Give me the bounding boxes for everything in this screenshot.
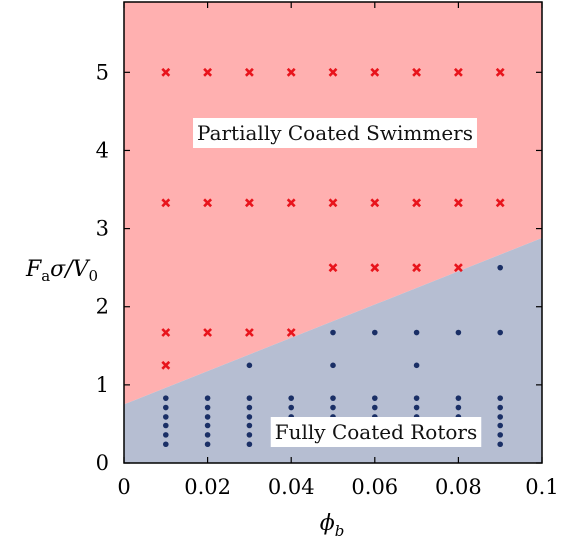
swimmer-point-marker xyxy=(453,67,463,77)
rotor-point-marker xyxy=(246,432,253,438)
y-tick-label: 3 xyxy=(96,217,109,241)
x-tick-label: 0.04 xyxy=(268,475,315,499)
swimmer-point-marker xyxy=(495,198,505,208)
rotor-point-marker xyxy=(413,395,420,401)
rotor-point-marker xyxy=(497,414,504,420)
y-axis-label: Faσ/V0 xyxy=(25,257,98,285)
y-tick-label: 4 xyxy=(96,138,109,162)
axis-ticks: 0 0.02 0.04 0.06 0.08 0.1 0 1 2 3 4 5 xyxy=(96,2,559,499)
rotor-point-marker xyxy=(246,422,253,429)
rotor-point-marker xyxy=(455,395,462,401)
region-label-swimmers: Partially Coated Swimmers xyxy=(197,121,473,145)
swimmer-point-marker xyxy=(161,328,171,337)
swimmer-point-marker xyxy=(370,198,380,208)
rotor-point-marker xyxy=(413,404,420,411)
x-tick-label: 0.1 xyxy=(525,475,558,499)
plot-frame xyxy=(123,1,543,464)
rotor-point-marker xyxy=(372,329,378,336)
region-label-rotors: Fully Coated Rotors xyxy=(275,420,478,444)
swimmer-point-marker xyxy=(161,67,171,77)
y-tick-label: 0 xyxy=(96,451,109,475)
swimmer-point-marker xyxy=(286,328,296,337)
swimmer-point-marker xyxy=(328,67,338,77)
swimmer-point-marker xyxy=(286,198,296,208)
x-tick-label: 0.02 xyxy=(184,475,231,499)
x-tick-label: 0.08 xyxy=(435,475,482,499)
swimmer-point-marker xyxy=(244,67,254,77)
rotor-point-marker xyxy=(246,414,253,420)
rotor-point-marker xyxy=(497,441,504,448)
y-tick-label: 1 xyxy=(96,373,109,397)
swimmer-point-marker xyxy=(328,198,338,208)
swimmer-point-marker xyxy=(412,67,422,77)
rotor-point-marker xyxy=(204,441,211,448)
rotor-point-marker xyxy=(497,422,504,429)
fully-coated-region xyxy=(124,237,542,463)
x-tick-label: 0.06 xyxy=(351,475,398,499)
swimmer-point-marker xyxy=(203,198,213,208)
region-labels: Partially Coated Swimmers Fully Coated Ro… xyxy=(193,118,482,447)
swimmer-point-marker xyxy=(203,328,213,337)
rotor-point-marker xyxy=(163,414,169,420)
rotor-point-marker xyxy=(497,432,504,438)
swimmer-point-marker xyxy=(412,198,422,208)
rotor-point-marker xyxy=(288,404,295,411)
rotor-point-marker xyxy=(330,395,336,401)
swimmer-point-marker xyxy=(161,360,171,370)
swimmer-point-marker xyxy=(453,198,463,208)
swimmer-point-marker xyxy=(370,67,380,77)
x-axis-label: ϕb xyxy=(320,511,345,540)
y-tick-label: 5 xyxy=(96,60,109,84)
rotor-point-marker xyxy=(163,395,169,401)
swimmer-point-marker xyxy=(161,198,171,208)
rotor-point-marker xyxy=(204,422,211,429)
rotor-point-marker xyxy=(372,395,378,401)
swimmer-point-marker xyxy=(203,67,213,77)
rotor-point-marker xyxy=(330,404,336,411)
rotor-point-marker xyxy=(372,404,378,411)
rotor-point-marker xyxy=(246,441,253,448)
rotor-point-marker xyxy=(204,414,211,420)
rotor-point-marker xyxy=(497,264,504,271)
rotor-point-marker xyxy=(413,329,420,336)
rotor-point-marker xyxy=(246,362,253,369)
rotor-point-marker xyxy=(455,404,462,411)
rotor-point-marker xyxy=(204,404,211,411)
swimmer-point-marker xyxy=(244,198,254,208)
rotor-point-marker xyxy=(497,329,504,336)
rotor-point-marker xyxy=(163,441,169,448)
rotor-point-marker xyxy=(497,404,504,411)
rotor-point-marker xyxy=(330,362,336,369)
rotor-point-marker xyxy=(204,395,211,401)
swimmer-point-marker xyxy=(412,263,422,273)
y-tick-label: 2 xyxy=(96,295,109,319)
rotor-point-marker xyxy=(455,329,462,336)
rotor-point-marker xyxy=(330,329,336,336)
swimmer-point-marker xyxy=(495,67,505,77)
rotor-point-marker xyxy=(246,404,253,411)
x-tick-label: 0 xyxy=(117,475,130,499)
swimmer-point-marker xyxy=(244,328,254,337)
rotor-point-marker xyxy=(288,395,295,401)
rotor-point-marker xyxy=(163,422,169,429)
swimmer-point-marker xyxy=(328,263,338,273)
swimmer-point-marker xyxy=(453,263,463,273)
swimmer-point-marker xyxy=(370,263,380,273)
swimmer-point-marker xyxy=(286,67,296,77)
region-label-rotors-background xyxy=(270,417,482,447)
region-label-swimmers-background xyxy=(193,118,477,148)
rotor-point-marker xyxy=(413,362,420,369)
rotor-point-marker xyxy=(497,395,504,401)
rotor-point-marker xyxy=(204,432,211,438)
rotor-point-marker xyxy=(246,395,253,401)
rotor-point-marker xyxy=(163,404,169,411)
rotor-point-marker xyxy=(163,432,169,438)
